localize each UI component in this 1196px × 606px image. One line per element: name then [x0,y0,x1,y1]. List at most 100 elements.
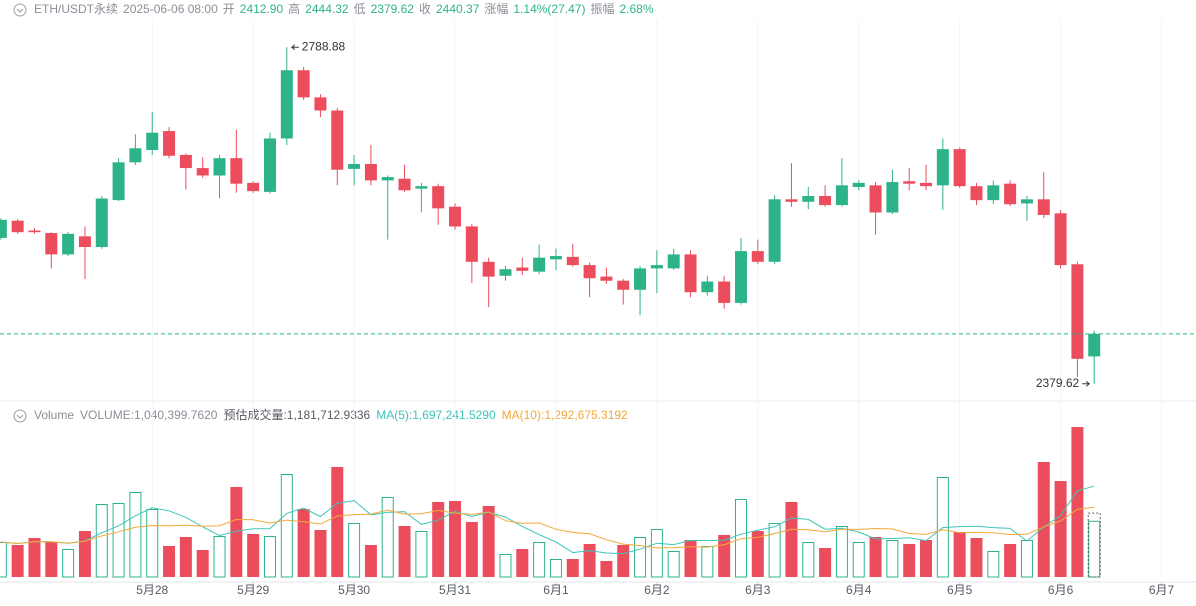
icon-circle[interactable] [13,3,27,17]
volume-bar [62,549,75,578]
candle-body [667,254,680,269]
candle-body [465,226,478,262]
volume-bar [364,545,377,577]
volume-bar [78,531,91,577]
candle-body [819,196,832,206]
volume-bar [970,538,983,577]
volume-bar [213,536,226,578]
x-tick-label: 6月5 [947,583,973,597]
volume-bar [650,529,663,578]
annotation-arrow [1082,380,1091,387]
collapse-icon[interactable] [13,3,27,17]
volume-bar [886,540,899,578]
volume-bar [28,538,41,577]
x-tick-label: 5月28 [136,583,168,597]
icon-circle[interactable] [13,409,27,423]
candle-body [1088,333,1101,357]
candle-body [634,268,647,290]
candle-body [499,269,512,276]
volume-bar [465,522,478,577]
candle-body [549,256,562,260]
header-item: 收 [419,2,431,16]
volume-header: Volume VOLUME:1,040,399.7620 预估成交量:1,181,7… [34,407,628,422]
candle-body [852,182,865,187]
candle-body [331,110,344,170]
candle-body [432,186,445,209]
volume-bar [835,526,848,578]
candle-body [28,230,41,233]
candle-body [903,181,916,184]
candle-body [600,276,613,281]
candle-body [617,280,630,290]
x-tick-label: 6月2 [644,583,670,597]
candle-body [45,233,58,255]
x-tick-label: 5月29 [237,583,269,597]
volume-bar [634,537,647,578]
volume-bar [230,487,243,577]
x-tick-label: 5月31 [439,583,471,597]
estimated-volume [1087,512,1101,578]
candle-body [348,163,361,169]
price-header: ETH/USDT永续 2025-06-06 08:00 开 2412.90 高 2444.… [34,1,654,16]
annotation-arrow [291,44,299,51]
candle-body [869,185,882,213]
volume-bar [533,542,546,578]
candle-body [566,256,579,266]
icon-chevron[interactable] [16,414,24,419]
volume-bar [263,536,276,578]
volume-bar [179,537,192,577]
candle-body [583,265,596,279]
candle-body [381,177,394,181]
high-annotation: 2788.88 [302,39,346,53]
header-item: 开 [223,2,235,16]
volume-bar [129,492,142,578]
candle-body [936,149,949,186]
volume-bar [617,545,630,577]
ma5-line [0,485,1095,555]
candle-body [196,168,209,176]
volume-header-item: MA(10):1,292,675.3192 [502,408,628,422]
candle-body [0,219,7,238]
volume-header-item: MA(5):1,697,241.5290 [376,408,496,422]
candle-body [247,182,260,192]
candle-body [129,148,142,163]
ma10-line [0,506,1095,549]
x-tick-label: 6月4 [846,583,872,597]
volume-bar [415,531,428,578]
volume-bar [247,534,260,577]
candle-body [1054,213,1067,266]
header-item: 2440.37 [436,2,480,16]
volume-bar [667,551,680,578]
volume-bar [398,526,411,577]
low-annotation: 2379.62 [1036,376,1080,390]
volume-bar [819,548,832,577]
header-item: 2412.90 [240,2,284,16]
candle-body [751,251,764,262]
volume-bar [751,531,764,577]
candle-body [734,251,747,303]
header-item: 1.14%(27.47) [513,2,585,16]
collapse-icon[interactable] [13,409,27,423]
volume-bar [196,550,209,577]
candle-body [1020,199,1033,204]
volume-bar [549,559,562,578]
volume-bar [381,497,394,578]
header-item: 2.68% [619,2,653,16]
candle-body [314,97,327,111]
icon-chevron[interactable] [16,8,24,13]
x-tick-label: 6月1 [543,583,569,597]
volume-bar [11,545,24,577]
volume-bar [331,467,344,577]
candle-body [886,182,899,213]
x-tick-label: 5月30 [338,583,370,597]
header-item: 涨幅 [484,1,508,16]
candle-body [701,281,714,293]
volume-bar [852,542,865,578]
header-item: 2444.32 [305,2,349,16]
candle-body [163,131,176,156]
header-item: 高 [288,1,300,16]
candle-body [482,261,495,277]
